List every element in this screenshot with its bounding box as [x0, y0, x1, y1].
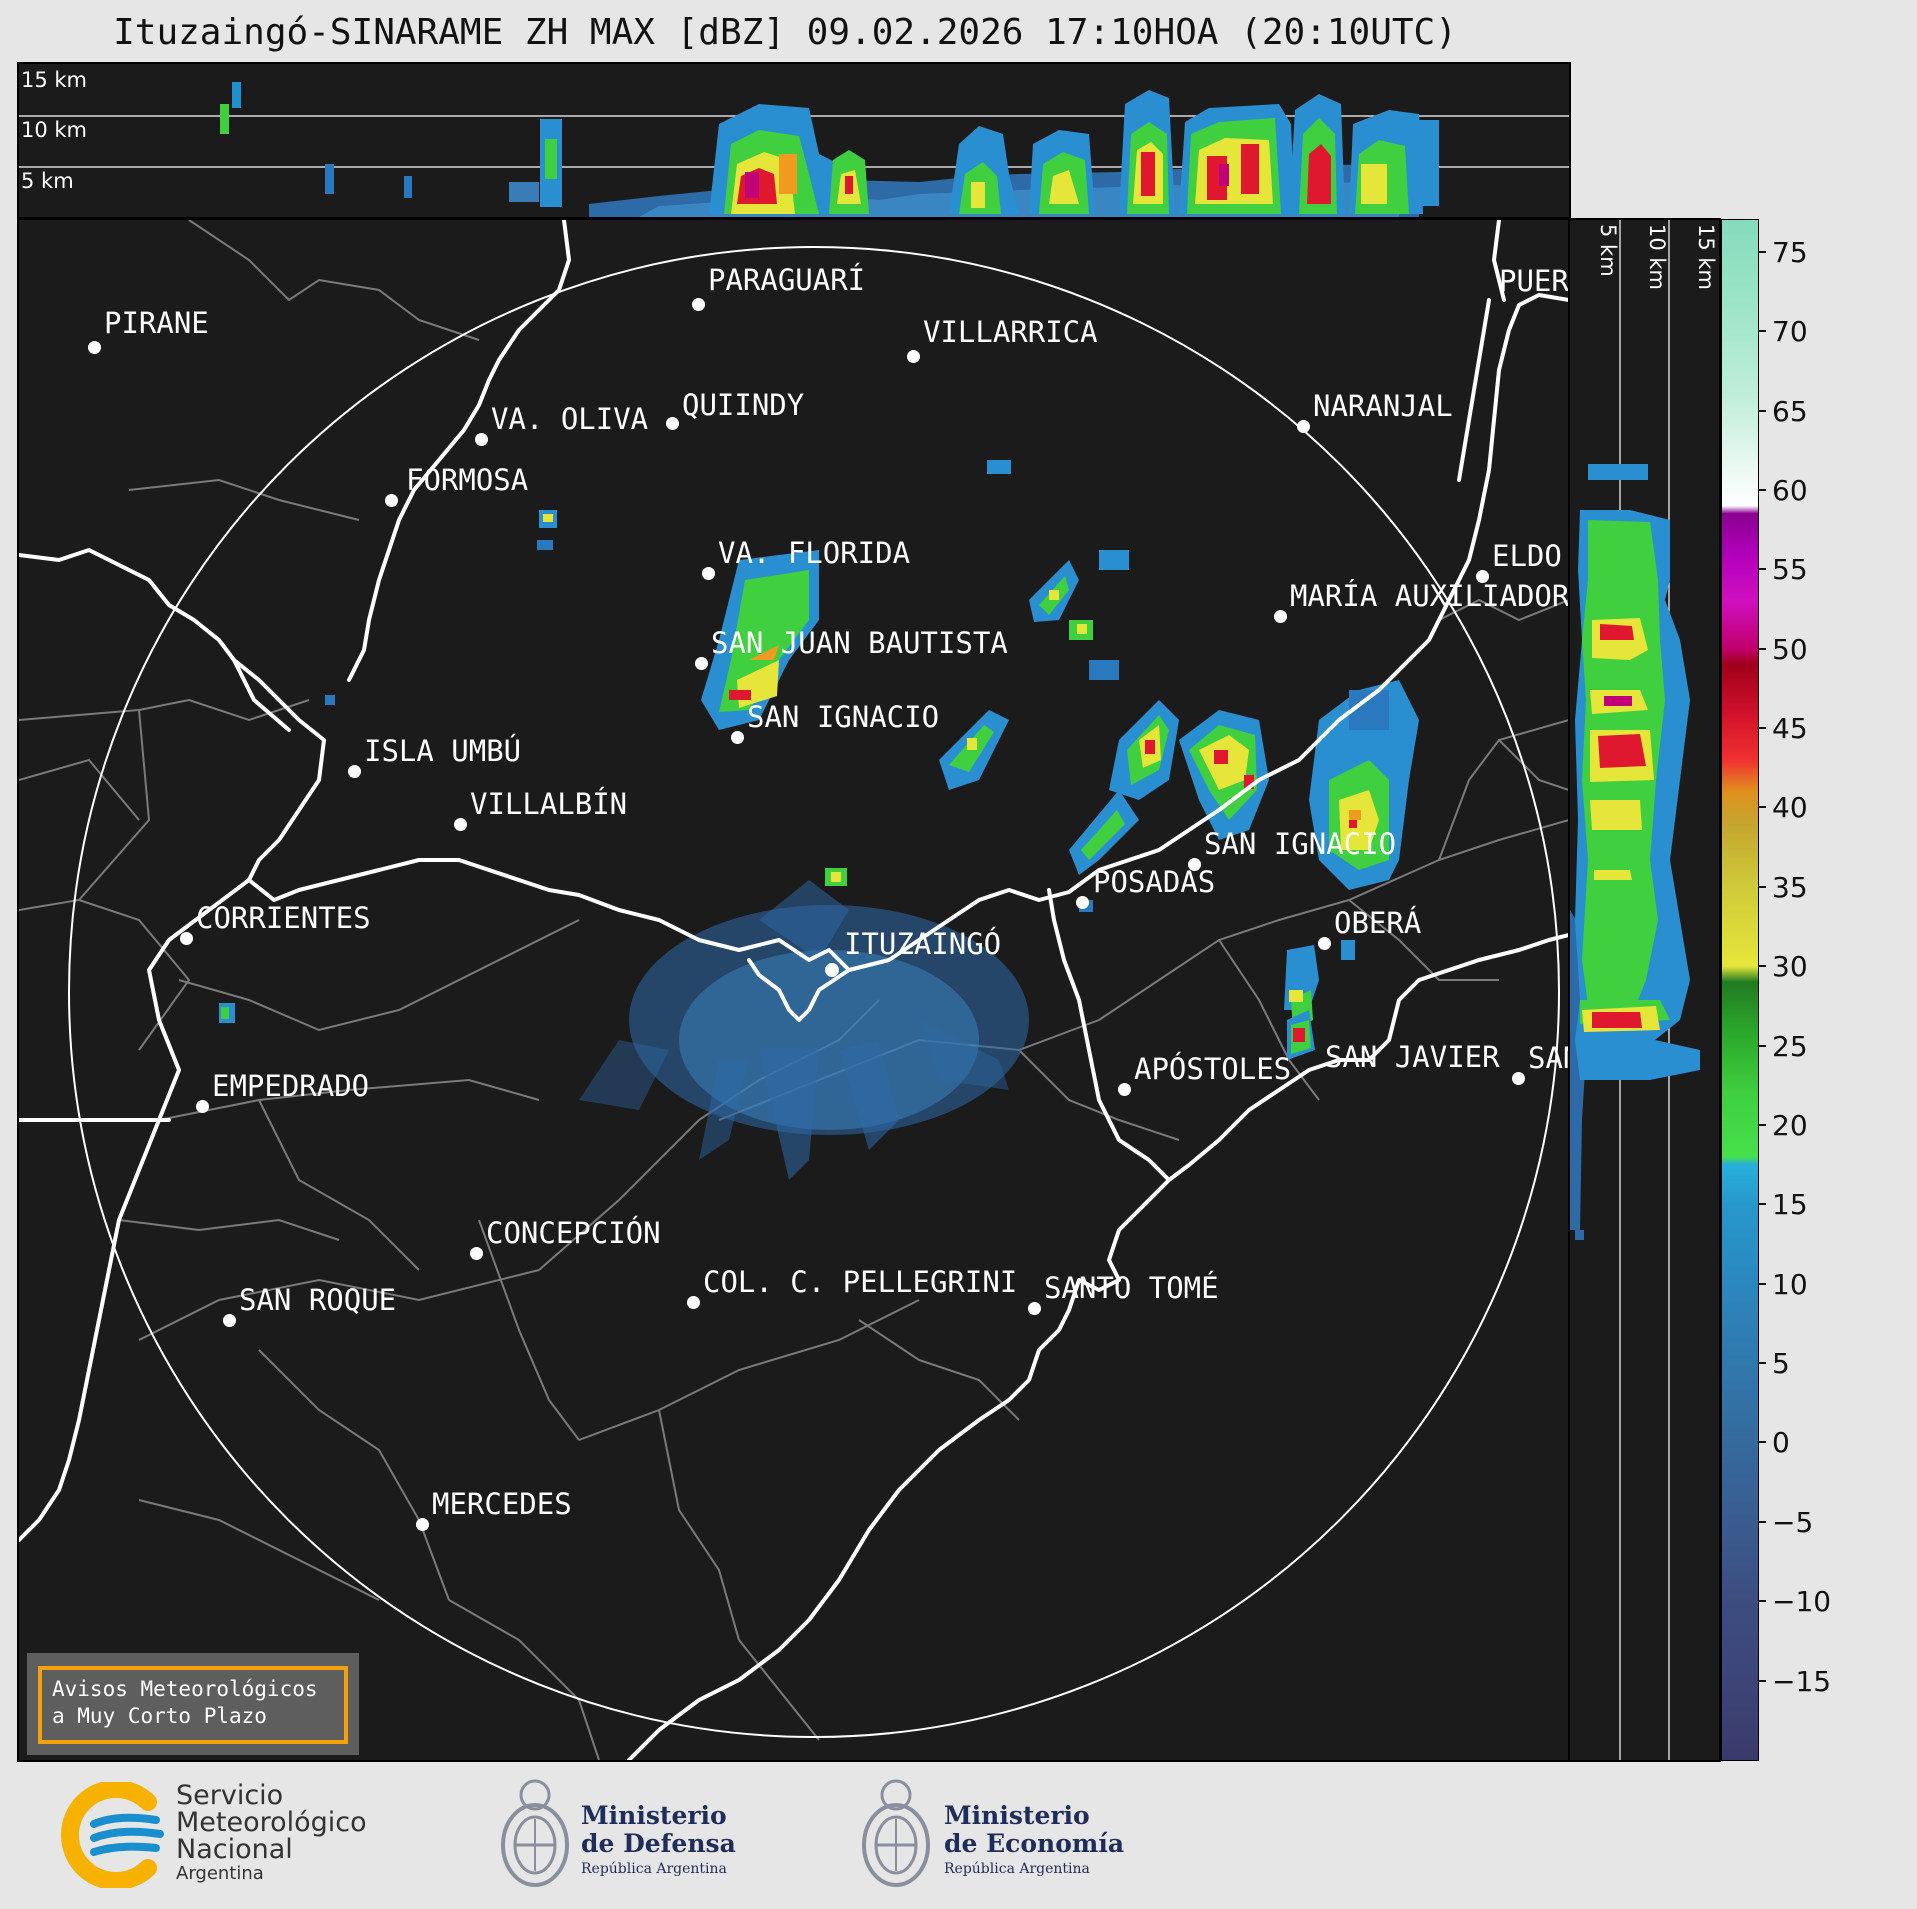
colorbar-tick-mark — [1758, 806, 1766, 809]
warning-line2: a Muy Corto Plazo — [52, 1704, 267, 1728]
colorbar-tick-label: 70 — [1772, 315, 1808, 349]
top-height-profile-panel: 15 km 10 km 5 km — [17, 62, 1571, 219]
smn-logo-text: Servicio Meteorológico Nacional Argentin… — [176, 1780, 367, 1884]
admin-boundaries — [19, 220, 1569, 1760]
colorbar-tick-label: 20 — [1772, 1108, 1808, 1142]
colorbar-tick-label: 25 — [1772, 1029, 1808, 1063]
colorbar-tick-label: 60 — [1772, 473, 1808, 507]
colorbar-tick-mark — [1758, 1362, 1766, 1365]
colorbar-tick-label: 50 — [1772, 632, 1808, 666]
top-profile-echoes — [19, 82, 1569, 217]
rivers-borders — [19, 220, 1569, 1760]
warning-line1: Avisos Meteorológicos — [52, 1677, 318, 1701]
colorbar-tick-label: 45 — [1772, 712, 1808, 746]
colorbar-tick-mark — [1758, 727, 1766, 730]
radar-map-graphics — [19, 220, 1569, 1760]
height-label-15km: 15 km — [21, 68, 88, 92]
radar-site-dot — [825, 963, 839, 977]
colorbar-tick-label: 40 — [1772, 791, 1808, 825]
smn-logo: Servicio Meteorológico Nacional Argentin… — [56, 1782, 396, 1888]
colorbar-tick-label: 10 — [1772, 1267, 1808, 1301]
side-height-label-10km: 10 km — [1645, 224, 1669, 291]
colorbar-tick-mark — [1758, 250, 1766, 253]
colorbar-tick-mark — [1758, 330, 1766, 333]
storm-echoes — [219, 460, 1419, 1060]
colorbar-tick-label: 65 — [1772, 394, 1808, 428]
colorbar-tick-mark — [1758, 1679, 1766, 1682]
colorbar-tick-mark — [1758, 1520, 1766, 1523]
colorbar-tick-label: 75 — [1772, 235, 1808, 269]
colorbar-tick-mark — [1758, 1203, 1766, 1206]
radar-clutter-echoes — [579, 868, 1029, 1180]
ministerio-economia-logo: Ministerio de Economía República Argenti… — [856, 1773, 1136, 1898]
smn-logo-icon — [61, 1782, 164, 1888]
coat-of-arms-icon — [501, 1779, 569, 1887]
colorbar-tick-label: −5 — [1772, 1505, 1814, 1539]
colorbar-tick-mark — [1758, 885, 1766, 888]
colorbar-tick-label: 0 — [1772, 1426, 1790, 1460]
radar-map-panel: PIRANE PARAGUARÍ VILLARRICA PUERTO QUIIN… — [17, 218, 1571, 1762]
side-height-label-15km: 15 km — [1694, 224, 1718, 291]
range-ring — [68, 246, 1560, 1738]
colorbar-tick-label: 30 — [1772, 950, 1808, 984]
colorbar-tick-mark — [1758, 647, 1766, 650]
chart-title: Ituzaingó-SINARAME ZH MAX [dBZ] 09.02.20… — [113, 12, 1457, 53]
dbz-colorbar — [1721, 219, 1759, 1761]
warning-panel: Avisos Meteorológicos a Muy Corto Plazo — [27, 1653, 359, 1755]
colorbar-tick-label: −10 — [1772, 1585, 1832, 1619]
colorbar-tick-mark — [1758, 1123, 1766, 1126]
colorbar-tick-label: 35 — [1772, 870, 1808, 904]
colorbar-tick-label: −15 — [1772, 1664, 1832, 1698]
height-label-10km: 10 km — [21, 118, 88, 142]
colorbar-tick-mark — [1758, 1441, 1766, 1444]
warning-box[interactable]: Avisos Meteorológicos a Muy Corto Plazo — [38, 1666, 348, 1744]
colorbar-tick-mark — [1758, 1282, 1766, 1285]
colorbar-tick-label: 15 — [1772, 1188, 1808, 1222]
colorbar-tick-mark — [1758, 1600, 1766, 1603]
colorbar-tick-label: 55 — [1772, 553, 1808, 587]
colorbar-tick-mark — [1758, 965, 1766, 968]
side-profile-echoes — [1570, 220, 1700, 1760]
colorbar-tick-mark — [1758, 409, 1766, 412]
colorbar-tick-mark — [1758, 488, 1766, 491]
side-height-label-5km: 5 km — [1596, 224, 1620, 277]
coat-of-arms-icon — [862, 1779, 930, 1887]
colorbar-tick-mark — [1758, 1044, 1766, 1047]
colorbar-tick-label: 5 — [1772, 1347, 1790, 1381]
side-height-profile-panel: 5 km 10 km 15 km — [1568, 218, 1721, 1762]
height-label-5km: 5 km — [21, 169, 74, 193]
colorbar-tick-mark — [1758, 568, 1766, 571]
ministerio-defensa-logo: Ministerio de Defensa República Argentin… — [495, 1773, 755, 1898]
